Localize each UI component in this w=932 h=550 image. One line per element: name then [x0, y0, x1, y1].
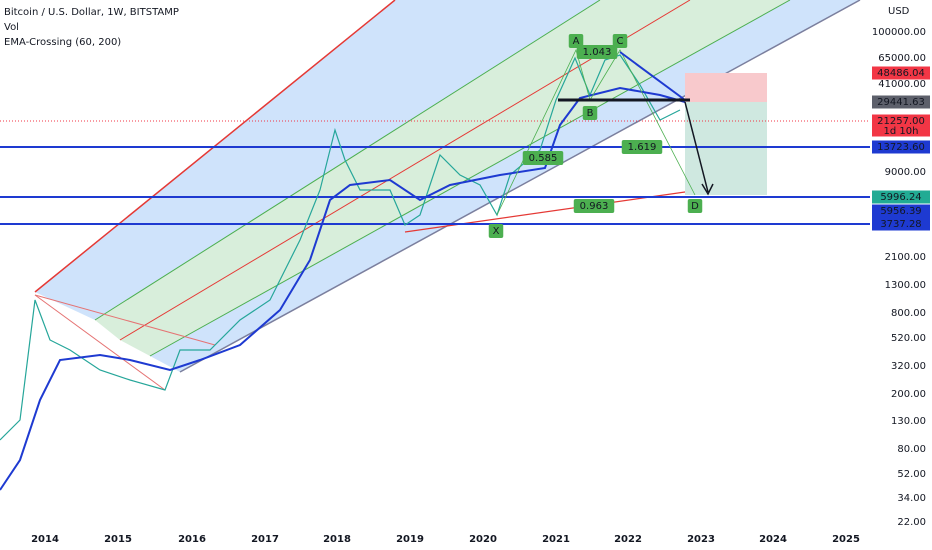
- channel-band: [150, 0, 860, 372]
- pattern-label-bg: [621, 140, 663, 154]
- price-label: 41000.00: [878, 79, 926, 90]
- price-label: 800.00: [891, 308, 926, 319]
- pattern-label: A: [573, 36, 580, 47]
- price-tag: [872, 217, 930, 231]
- price-tag: [872, 95, 930, 109]
- pattern-label-bg: [568, 34, 584, 48]
- time-axis: [0, 530, 870, 550]
- time-label: 2014: [31, 534, 59, 545]
- channel-band: [35, 0, 600, 320]
- price-tag-label: 3737.28: [880, 219, 921, 230]
- pattern-label: 1.043: [583, 47, 612, 58]
- price-label: 9000.00: [885, 167, 926, 178]
- symbol-title: Bitcoin / U.S. Dollar, 1W, BITSTAMP: [4, 7, 179, 18]
- time-label: 2020: [469, 534, 497, 545]
- reward-zone: [685, 102, 767, 195]
- pattern-label: B: [587, 108, 594, 119]
- channel-band: [95, 0, 690, 340]
- price-label: 34.00: [897, 493, 926, 504]
- price-tag: [872, 204, 930, 218]
- price-tag-label: 29441.63: [877, 97, 925, 108]
- pattern-label-bg: [522, 151, 564, 165]
- price-axis: [870, 0, 932, 550]
- ema-line: [0, 86, 686, 491]
- channel-line: [94, 0, 601, 321]
- time-label: 2022: [614, 534, 642, 545]
- trend-line: [34, 294, 216, 346]
- price-tag: [872, 114, 930, 137]
- currency-label: USD: [888, 6, 910, 17]
- price-tag-label: 5996.24: [880, 192, 921, 203]
- pattern-label-bg: [488, 224, 504, 238]
- time-label: 2021: [542, 534, 570, 545]
- volume-legend: Vol: [4, 22, 19, 33]
- price-label: 520.00: [891, 333, 926, 344]
- price-label: 100000.00: [872, 27, 926, 38]
- price-label: 80.00: [897, 444, 926, 455]
- price-label: 130.00: [891, 416, 926, 427]
- price-tag: [872, 190, 930, 204]
- time-label: 2024: [759, 534, 787, 545]
- pattern-label-bg: [576, 45, 618, 59]
- price-label: 1300.00: [885, 280, 926, 291]
- pattern-label: D: [691, 201, 699, 212]
- price-label: 2100.00: [885, 252, 926, 263]
- countdown-label: 1d 10h: [884, 126, 919, 137]
- price-label: 22.00: [897, 517, 926, 528]
- price-tag-label: 21257.00: [877, 116, 925, 127]
- pattern-label: 0.585: [529, 153, 558, 164]
- price-tag-label: 48486.04: [877, 68, 925, 79]
- time-label: 2025: [832, 534, 860, 545]
- time-label: 2018: [323, 534, 351, 545]
- price-tag: [872, 140, 930, 154]
- time-label: 2016: [178, 534, 206, 545]
- price-tag: [872, 66, 930, 80]
- pattern-label-bg: [573, 199, 615, 213]
- arrow-head: [701, 183, 714, 196]
- pattern-label-bg: [687, 199, 703, 213]
- price-label: 52.00: [897, 469, 926, 480]
- price-tag-label: 5956.39: [880, 206, 921, 217]
- pattern-label: C: [617, 36, 624, 47]
- channel-line: [149, 0, 791, 357]
- pattern-label: X: [493, 226, 500, 237]
- price-label: 200.00: [891, 389, 926, 400]
- price-series: [0, 54, 681, 441]
- indicator-legend: EMA-Crossing (60, 200): [4, 37, 121, 48]
- forecast-arrow: [684, 101, 709, 193]
- time-label: 2017: [251, 534, 279, 545]
- price-label: 65000.00: [878, 53, 926, 64]
- pattern-label-bg: [582, 106, 598, 120]
- trend-line: [619, 51, 686, 101]
- pattern-label: 0.963: [580, 201, 609, 212]
- channel-line: [179, 0, 861, 373]
- time-label: 2019: [396, 534, 424, 545]
- pattern-label: 1.619: [628, 142, 657, 153]
- risk-zone: [685, 73, 767, 102]
- time-label: 2023: [687, 534, 715, 545]
- trend-line: [34, 294, 166, 391]
- pattern-label-bg: [612, 34, 628, 48]
- price-tag-label: 13723.60: [877, 142, 925, 153]
- price-label: 320.00: [891, 361, 926, 372]
- time-label: 2015: [104, 534, 132, 545]
